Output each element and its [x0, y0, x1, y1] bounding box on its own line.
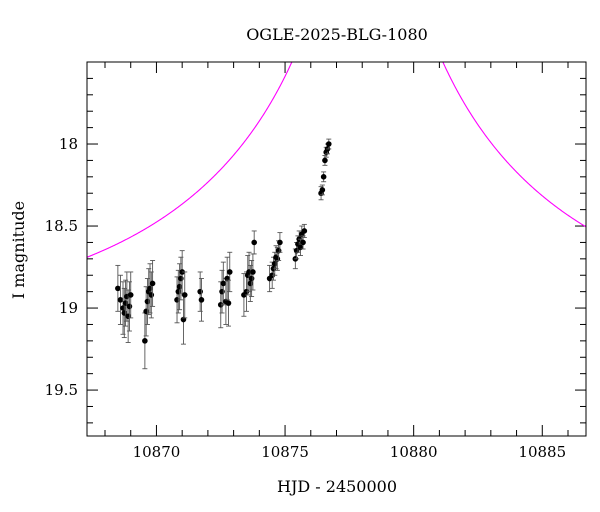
x-axis-label: HJD - 2450000	[277, 477, 397, 496]
data-point	[320, 174, 327, 180]
data-point	[247, 280, 254, 287]
y-tick-label: 18	[59, 135, 78, 153]
data-point	[220, 280, 227, 287]
data-point	[120, 305, 126, 311]
data-point	[176, 283, 183, 290]
data-point	[322, 157, 328, 164]
data-point	[181, 292, 188, 298]
y-tick-label: 19.5	[45, 381, 78, 399]
model-fit-curve	[87, 62, 586, 258]
data-point	[144, 298, 151, 305]
data-point	[126, 303, 133, 310]
data-point	[147, 285, 153, 292]
data-point	[179, 269, 185, 275]
data-point	[149, 280, 156, 287]
data-point	[325, 141, 332, 147]
x-tick-label: 10885	[518, 443, 566, 461]
plot-frame	[86, 61, 587, 437]
data-point	[117, 297, 124, 303]
data-point	[178, 275, 184, 282]
data-point	[198, 297, 205, 303]
data-point	[300, 239, 306, 246]
y-tick-label: 19	[59, 299, 78, 317]
axis-tick-labels: 10870 10875 10880 10885 18 18.5 19 19.5	[45, 135, 567, 461]
data-point	[250, 269, 256, 275]
data-point	[219, 288, 225, 295]
x-tick-label: 10870	[133, 443, 181, 461]
chart-title: OGLE-2025-BLG-1080	[246, 25, 428, 44]
axis-ticks	[87, 61, 586, 436]
x-tick-label: 10875	[261, 443, 309, 461]
data-point	[127, 292, 134, 298]
data-point	[148, 292, 155, 298]
data-point	[142, 338, 148, 344]
data-point	[115, 285, 121, 292]
y-axis-label: I magnitude	[9, 201, 28, 299]
data-point	[226, 269, 233, 275]
data-point	[251, 239, 257, 246]
data-point	[197, 288, 203, 295]
data-point	[319, 187, 326, 193]
data-point	[277, 239, 283, 246]
data-point	[271, 260, 278, 267]
y-tick-label: 18.5	[45, 217, 78, 235]
data-point	[225, 300, 232, 306]
data-point	[248, 275, 255, 282]
data-point	[301, 228, 308, 234]
x-tick-label: 10880	[390, 443, 438, 461]
data-points	[115, 138, 332, 370]
